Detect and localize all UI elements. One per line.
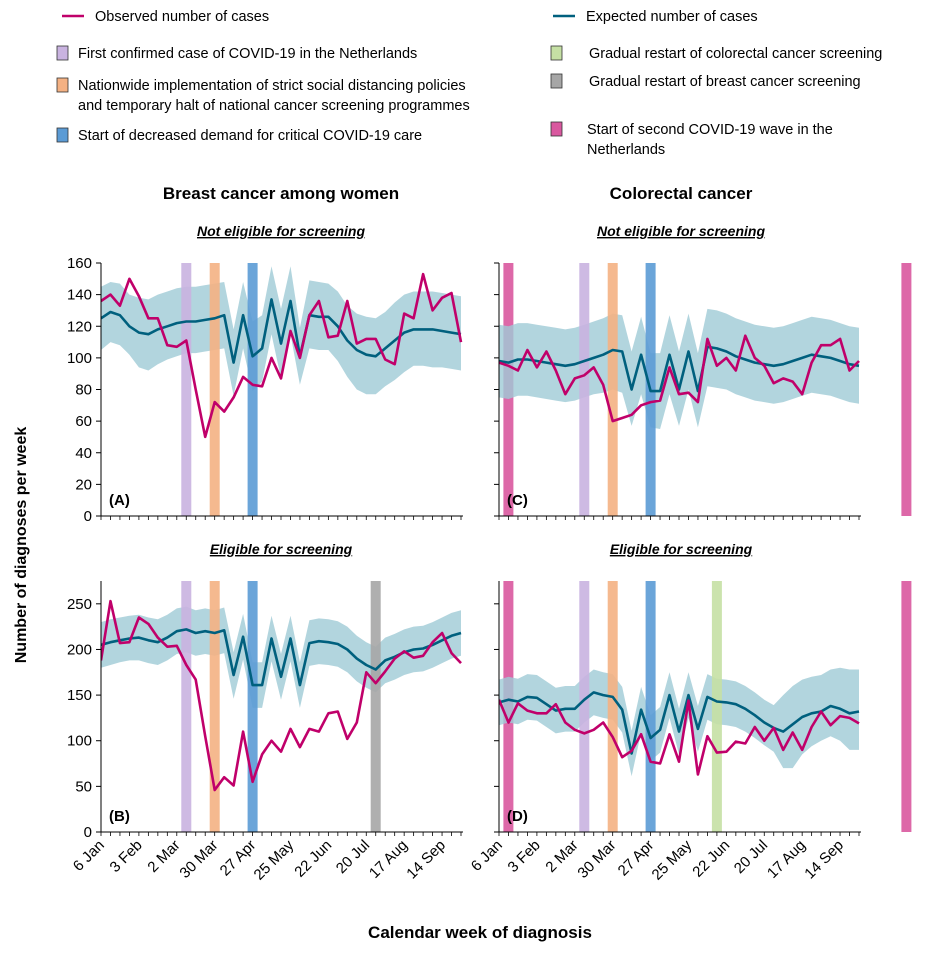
- y-tick-label: 150: [67, 687, 92, 704]
- row-title-b: Eligible for screening: [210, 541, 353, 557]
- event-bar-decreased_demand: [247, 263, 258, 516]
- x-tick-label: 3 Feb: [505, 837, 544, 876]
- legend-events: First confirmed case of COVID-19 in the …: [56, 45, 882, 158]
- y-tick-label: 20: [75, 476, 92, 493]
- legend-label-lockdown: Nationwide implementation of strict soci…: [78, 78, 470, 114]
- x-tick-label: 3 Feb: [107, 837, 146, 876]
- panel-label: (C): [507, 492, 528, 509]
- observed-line: [101, 599, 462, 792]
- panels: 0 20 40 60 80 100 120 140 160 (A) 0 50 100 150 200 250 6…: [67, 255, 912, 884]
- y-tick-label: 80: [75, 382, 92, 399]
- panel-label: (D): [507, 808, 528, 825]
- x-tick-label: 22 Jun: [291, 837, 335, 881]
- y-tick-label: 140: [67, 287, 92, 304]
- legend-label-line: Gradual restart of colorectal cancer scr…: [589, 46, 882, 62]
- legend-swatch-lockdown: [56, 77, 69, 93]
- y-tick-label: 100: [67, 733, 92, 750]
- x-tick-label: 25 May: [649, 836, 696, 883]
- column-title-right: Colorectal cancer: [610, 184, 753, 203]
- legend-swatch-crc_restart: [550, 45, 563, 61]
- event-bar-bc_restart: [370, 581, 381, 832]
- x-tick-label: 17 Aug: [366, 837, 411, 882]
- x-tick-label: 17 Aug: [764, 837, 809, 882]
- y-tick-label: 100: [67, 350, 92, 367]
- event-bar-first_case: [579, 581, 590, 832]
- event-bar-decreased_demand: [247, 581, 258, 832]
- y-axis-title: Number of diagnoses per week: [13, 427, 30, 664]
- y-tick-label: 50: [75, 778, 92, 795]
- x-axis-title: Calendar week of diagnosis: [368, 923, 592, 942]
- row-title-d: Eligible for screening: [610, 541, 753, 557]
- panel-label: (B): [109, 808, 130, 825]
- legend-swatch-decreased_demand: [56, 127, 69, 143]
- panel-label: (A): [109, 492, 130, 509]
- legend-label-bc_restart: Gradual restart of breast cancer screeni…: [589, 74, 861, 90]
- event-bar-first_case: [181, 581, 192, 832]
- legend-label-line: Netherlands: [587, 142, 665, 158]
- legend-observed-label: Observed number of cases: [95, 9, 269, 25]
- x-tick-label: 30 Mar: [574, 837, 619, 882]
- observed-line: [101, 272, 463, 439]
- column-title-left: Breast cancer among women: [163, 184, 399, 203]
- x-tick-label: 30 Mar: [176, 837, 221, 882]
- x-tick-label: 25 May: [251, 836, 298, 883]
- y-tick-label: 0: [84, 824, 92, 841]
- legend-label-line: and temporary halt of national cancer sc…: [78, 98, 470, 114]
- legend: Observed number of cases Expected number…: [56, 9, 882, 158]
- legend-swatch-first_case: [56, 45, 69, 61]
- y-tick-label: 160: [67, 255, 92, 272]
- legend-label-second_wave: Start of second COVID-19 wave in the Neth…: [587, 122, 833, 158]
- event-bar-lockdown: [607, 581, 618, 832]
- y-tick-label: 0: [84, 508, 92, 525]
- x-tick-label: 14 Sep: [801, 837, 847, 883]
- event-bar-first_case: [181, 263, 192, 516]
- event-bar-decreased_demand: [645, 581, 656, 832]
- row-title-c: Not eligible for screening: [597, 223, 765, 239]
- legend-label-line: First confirmed case of COVID-19 in the …: [78, 46, 417, 62]
- legend-swatch-bc_restart: [550, 73, 563, 89]
- event-bar-first_case: [579, 263, 590, 516]
- event-bar-second_wave: [901, 263, 912, 516]
- event-bar-second_wave: [901, 581, 912, 832]
- event-bar-crc_restart: [711, 581, 722, 832]
- x-tick-label: 6 Jan: [468, 837, 506, 875]
- row-title-a: Not eligible for screening: [197, 223, 365, 239]
- y-tick-label: 120: [67, 318, 92, 335]
- event-bar-lockdown: [209, 263, 220, 516]
- legend-swatch-second_wave: [550, 121, 563, 137]
- legend-label-first_case: First confirmed case of COVID-19 in the …: [78, 46, 417, 62]
- x-tick-label: 22 Jun: [689, 837, 733, 881]
- legend-label-crc_restart: Gradual restart of colorectal cancer scr…: [589, 46, 882, 62]
- y-tick-label: 40: [75, 445, 92, 462]
- panel-c: (C): [494, 262, 912, 520]
- legend-expected-label: Expected number of cases: [586, 9, 758, 25]
- legend-label-line: Start of decreased demand for critical C…: [78, 128, 422, 144]
- confidence-band: [499, 308, 859, 429]
- legend-label-line: Nationwide implementation of strict soci…: [78, 78, 466, 94]
- y-tick-label: 60: [75, 413, 92, 430]
- confidence-band: [101, 606, 461, 708]
- x-tick-label: 6 Jan: [70, 837, 108, 875]
- y-tick-label: 200: [67, 641, 92, 658]
- legend-label-line: Start of second COVID-19 wave in the: [587, 122, 833, 138]
- event-bar-lockdown: [607, 263, 618, 516]
- y-tick-label: 250: [67, 596, 92, 613]
- observed-line: [499, 699, 860, 776]
- panel-a: 0 20 40 60 80 100 120 140 160 (A): [67, 255, 514, 525]
- observed-line: [499, 334, 860, 423]
- legend-label-decreased_demand: Start of decreased demand for critical C…: [78, 128, 422, 144]
- event-bar-lockdown: [209, 581, 220, 832]
- x-tick-label: 14 Sep: [403, 837, 449, 883]
- legend-label-line: Gradual restart of breast cancer screeni…: [589, 74, 861, 90]
- expected-line: [499, 345, 860, 393]
